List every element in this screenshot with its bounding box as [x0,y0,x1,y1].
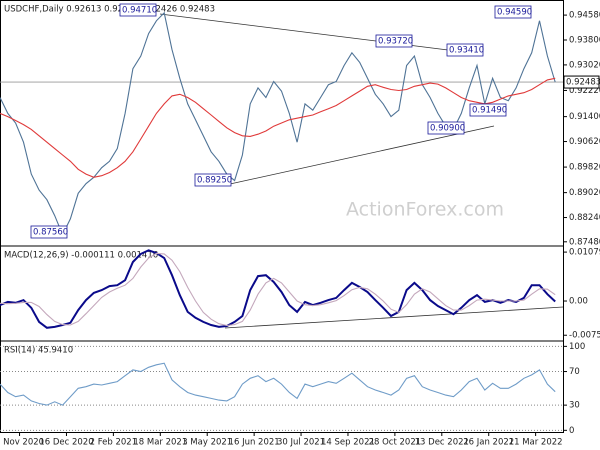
y-tick-label: -0.007548 [569,331,600,341]
x-tick-label: 2 Nov 2020 [0,438,44,448]
annotation-box [30,225,68,239]
x-tick-label: 18 Mar 2021 [133,438,187,448]
panel-title: MACD(12,26,9) -0.000111 0.001416 [4,251,158,261]
plot-frame [0,0,564,433]
y-tick-label: 0 [569,426,574,436]
x-tick-label: 16 Dec 2020 [39,438,93,448]
annotation: 0.89250 [197,176,232,186]
y-tick-label: 0.87480 [569,237,600,247]
y-tick-label: 0.010797 [569,248,600,258]
series-line [0,11,556,237]
last-price-label: 0.92483 [566,78,600,88]
y-tick-label: 100 [569,342,585,352]
x-tick-label: 11 Mar 2022 [509,438,563,448]
annotation-box [446,43,484,57]
annotation-box [375,34,413,48]
annotation: 0.93410 [449,46,484,56]
annotation-box [119,3,157,17]
last-price-box [563,75,600,89]
series-line [0,77,556,178]
annotation: 0.93720 [378,37,413,47]
annotation: 0.91490 [472,106,507,116]
series-line [0,249,556,329]
panel-title: USDCHF,Daily 0.92613 0.92666 0.92426 0.9… [4,5,215,15]
annotation-box [427,121,465,135]
annotation-box [494,5,532,19]
annotation-box [194,173,232,187]
series-line [0,362,556,406]
x-tick-label: 14 Sep 2021 [321,438,375,448]
x-tick-label: 2 Feb 2021 [90,438,138,448]
y-tick-label: 70 [569,367,580,377]
series-line [0,252,556,327]
watermark: ActionForex.com [346,199,504,221]
x-tick-label: 13 Dec 2021 [415,438,469,448]
x-tick-label: 30 Jul 2021 [277,438,325,448]
annotation: 0.94590 [497,8,532,18]
x-tick-label: 28 Oct 2021 [369,438,422,448]
panel-title: RSI(14) 45.9410 [4,346,73,356]
y-tick-label: 0.00 [569,297,588,307]
x-tick-label: 26 Jan 2022 [463,438,514,448]
annotation: 0.90900 [430,124,465,134]
trend-line [224,306,564,329]
y-tick-label: 30 [569,401,580,411]
annotation-box [469,103,507,117]
x-tick-label: 16 Jun 2021 [229,438,280,448]
annotation: 0.87560 [33,228,68,238]
x-tick-label: 3 May 2021 [182,438,232,448]
annotation: 0.94710 [122,6,157,16]
trend-line [229,125,495,185]
